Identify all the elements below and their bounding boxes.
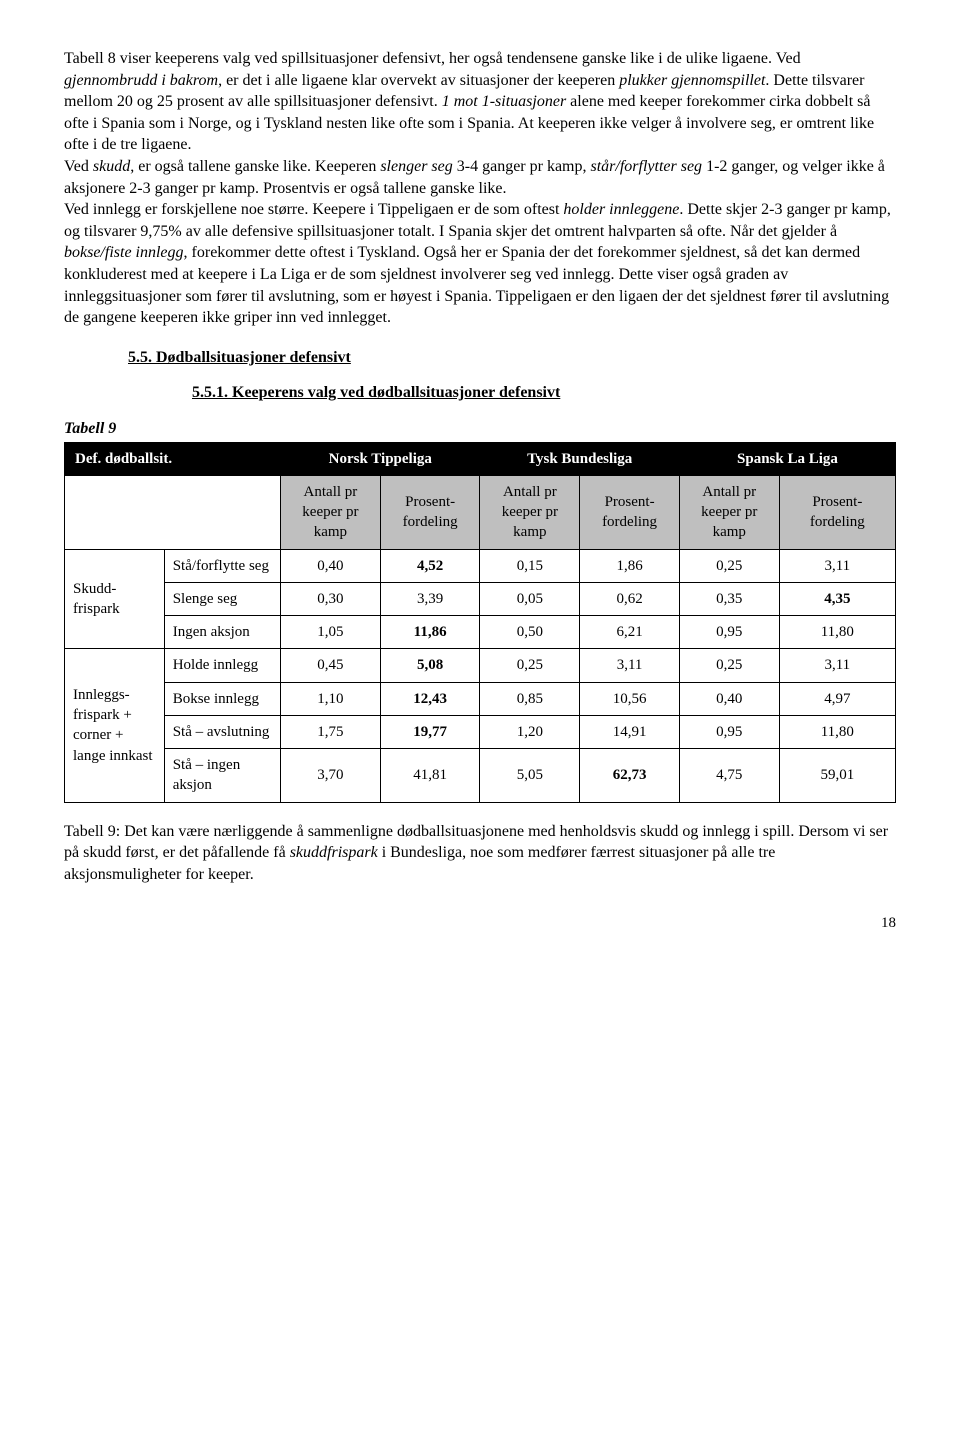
cell: 0,40 bbox=[679, 682, 779, 715]
cell: 4,52 bbox=[380, 549, 480, 582]
cell: 1,20 bbox=[480, 715, 580, 748]
cell: 41,81 bbox=[380, 749, 480, 803]
cell: 19,77 bbox=[380, 715, 480, 748]
cell: 14,91 bbox=[580, 715, 680, 748]
cell: 4,75 bbox=[679, 749, 779, 803]
cell: 10,56 bbox=[580, 682, 680, 715]
table-row: Ingen aksjon 1,05 11,86 0,50 6,21 0,95 1… bbox=[65, 616, 896, 649]
table-row: Slenge seg 0,30 3,39 0,05 0,62 0,35 4,35 bbox=[65, 582, 896, 615]
row-label: Holde innlegg bbox=[164, 649, 280, 682]
group-label-1: Skudd-frispark bbox=[65, 549, 165, 649]
row-label: Bokse innlegg bbox=[164, 682, 280, 715]
paragraph-1: Tabell 8 viser keeperens valg ved spills… bbox=[64, 48, 896, 329]
cell: 12,43 bbox=[380, 682, 480, 715]
cell: 0,25 bbox=[679, 549, 779, 582]
cell: 0,62 bbox=[580, 582, 680, 615]
page-number: 18 bbox=[64, 913, 896, 933]
cell: 1,86 bbox=[580, 549, 680, 582]
cell: 0,50 bbox=[480, 616, 580, 649]
cell: 0,05 bbox=[480, 582, 580, 615]
section-heading: 5.5. Dødballsituasjoner defensivt bbox=[128, 347, 896, 369]
subhdr: Antall pr keeper pr kamp bbox=[679, 475, 779, 549]
table-caption: Tabell 9: Det kan være nærliggende å sam… bbox=[64, 821, 896, 886]
table-label: Tabell 9 bbox=[64, 418, 896, 440]
cell: 0,85 bbox=[480, 682, 580, 715]
cell: 1,75 bbox=[281, 715, 381, 748]
subsection-heading: 5.5.1. Keeperens valg ved dødballsituasj… bbox=[192, 382, 896, 404]
cell: 0,15 bbox=[480, 549, 580, 582]
cell: 0,25 bbox=[480, 649, 580, 682]
cell: 4,97 bbox=[779, 682, 895, 715]
row-label: Stå/forflytte seg bbox=[164, 549, 280, 582]
cell: 0,95 bbox=[679, 715, 779, 748]
row-label: Stå – avslutning bbox=[164, 715, 280, 748]
cell: 11,80 bbox=[779, 715, 895, 748]
cell: 3,11 bbox=[779, 549, 895, 582]
cell: 4,35 bbox=[779, 582, 895, 615]
cell: 0,40 bbox=[281, 549, 381, 582]
table-row: Bokse innlegg 1,10 12,43 0,85 10,56 0,40… bbox=[65, 682, 896, 715]
cell: 0,30 bbox=[281, 582, 381, 615]
cell: 0,35 bbox=[679, 582, 779, 615]
table-row: Skudd-frispark Stå/forflytte seg 0,40 4,… bbox=[65, 549, 896, 582]
table-row: Innleggs-frispark + corner + lange innka… bbox=[65, 649, 896, 682]
cell: 6,21 bbox=[580, 616, 680, 649]
cell: 11,86 bbox=[380, 616, 480, 649]
hdr-norsk: Norsk Tippeliga bbox=[281, 442, 480, 475]
cell: 3,70 bbox=[281, 749, 381, 803]
hdr-spansk: Spansk La Liga bbox=[679, 442, 895, 475]
row-label: Stå – ingen aksjon bbox=[164, 749, 280, 803]
table-row: Stå – ingen aksjon 3,70 41,81 5,05 62,73… bbox=[65, 749, 896, 803]
cell: 5,05 bbox=[480, 749, 580, 803]
group-label-2: Innleggs-frispark + corner + lange innka… bbox=[65, 649, 165, 802]
subhdr: Antall pr keeper pr kamp bbox=[480, 475, 580, 549]
cell: 5,08 bbox=[380, 649, 480, 682]
cell: 0,25 bbox=[679, 649, 779, 682]
subhdr: Prosent-fordeling bbox=[580, 475, 680, 549]
table-row: Stå – avslutning 1,75 19,77 1,20 14,91 0… bbox=[65, 715, 896, 748]
cell: 3,39 bbox=[380, 582, 480, 615]
row-label: Slenge seg bbox=[164, 582, 280, 615]
data-table: Def. dødballsit. Norsk Tippeliga Tysk Bu… bbox=[64, 442, 896, 803]
row-label: Ingen aksjon bbox=[164, 616, 280, 649]
cell: 1,10 bbox=[281, 682, 381, 715]
cell: 1,05 bbox=[281, 616, 381, 649]
cell: 0,45 bbox=[281, 649, 381, 682]
subhdr: Prosent-fordeling bbox=[380, 475, 480, 549]
subhdr: Prosent-fordeling bbox=[779, 475, 895, 549]
table-header-gray: Antall pr keeper pr kamp Prosent-fordeli… bbox=[65, 475, 896, 549]
subhdr: Antall pr keeper pr kamp bbox=[281, 475, 381, 549]
hdr-def: Def. dødballsit. bbox=[65, 442, 281, 475]
table-header-black: Def. dødballsit. Norsk Tippeliga Tysk Bu… bbox=[65, 442, 896, 475]
cell: 3,11 bbox=[580, 649, 680, 682]
cell: 11,80 bbox=[779, 616, 895, 649]
cell: 59,01 bbox=[779, 749, 895, 803]
cell: 62,73 bbox=[580, 749, 680, 803]
cell: 3,11 bbox=[779, 649, 895, 682]
hdr-tysk: Tysk Bundesliga bbox=[480, 442, 679, 475]
cell: 0,95 bbox=[679, 616, 779, 649]
